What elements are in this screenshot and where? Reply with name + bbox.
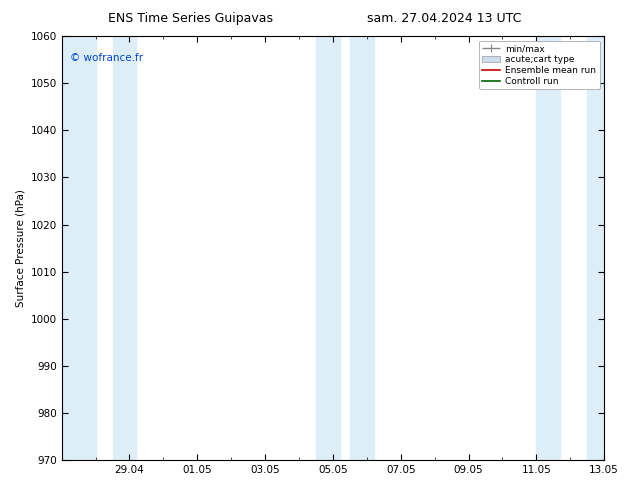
Bar [587,36,604,460]
Bar [61,36,96,460]
Text: sam. 27.04.2024 13 UTC: sam. 27.04.2024 13 UTC [366,12,521,25]
Y-axis label: Surface Pressure (hPa): Surface Pressure (hPa) [15,189,25,307]
Text: ENS Time Series Guipavas: ENS Time Series Guipavas [108,12,273,25]
Text: © wofrance.fr: © wofrance.fr [70,53,143,63]
Bar [112,36,136,460]
Bar [350,36,373,460]
Bar [536,36,560,460]
Legend: min/max, acute;cart type, Ensemble mean run, Controll run: min/max, acute;cart type, Ensemble mean … [479,41,600,89]
Bar [316,36,340,460]
